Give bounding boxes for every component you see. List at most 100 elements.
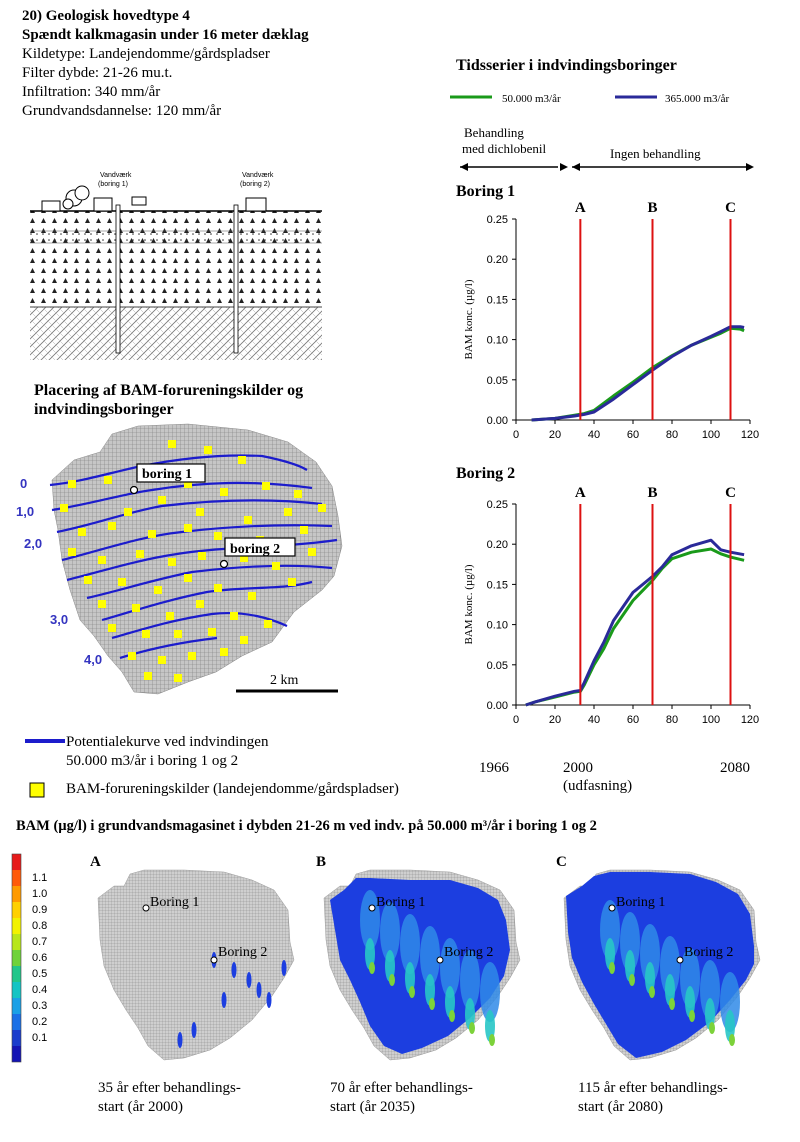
y-tick-label: 0.05 bbox=[487, 375, 508, 387]
year-phaseout: (udfasning) bbox=[563, 778, 633, 794]
plume-speck bbox=[191, 1022, 197, 1038]
bam-source-20 bbox=[214, 532, 222, 540]
boring-2-label: Boring 2 bbox=[444, 945, 493, 960]
x-tick-label: 60 bbox=[627, 429, 639, 441]
boring-2-label: boring 2 bbox=[230, 542, 280, 557]
bam-source-22 bbox=[300, 526, 308, 534]
colorbar-swatch bbox=[12, 902, 21, 918]
colorbar-swatch bbox=[12, 918, 21, 934]
legend-series-1: 50.000 m3/år bbox=[502, 93, 561, 105]
panel-c-caption-1: 115 år efter behandlings- bbox=[578, 1080, 728, 1096]
y-tick-label: 0.10 bbox=[487, 335, 508, 347]
bam-source-32 bbox=[118, 578, 126, 586]
boring-2-marker bbox=[436, 956, 444, 964]
panel-b-caption-1: 70 år efter behandlings- bbox=[330, 1080, 473, 1096]
plume-core bbox=[365, 938, 375, 970]
bam-source-50 bbox=[158, 656, 166, 664]
boring-1-marker bbox=[142, 904, 150, 912]
year-2080: 2080 bbox=[720, 760, 750, 776]
y-axis-label: BAM konc. (µg/l) bbox=[463, 279, 475, 359]
colorbar-tick: 0.8 bbox=[32, 920, 47, 932]
bam-source-2 bbox=[238, 456, 246, 464]
y-tick-label: 0.00 bbox=[487, 700, 508, 712]
bam-source-29 bbox=[272, 562, 280, 570]
plume-core bbox=[645, 962, 655, 994]
bam-source-23 bbox=[68, 548, 76, 556]
timeseries-legend: 50.000 m3/år 365.000 m3/år Behandling me… bbox=[450, 93, 754, 171]
bam-source-8 bbox=[294, 490, 302, 498]
plume-hotspot bbox=[369, 962, 375, 974]
bam-source-53 bbox=[144, 672, 152, 680]
bam-source-46 bbox=[174, 630, 182, 638]
plume-speck bbox=[266, 992, 272, 1008]
bam-source-11 bbox=[158, 496, 166, 504]
plume-band bbox=[640, 924, 660, 984]
colorbar-tick: 0.9 bbox=[32, 904, 47, 916]
plume-core bbox=[665, 974, 675, 1006]
boring-1-label: Boring 1 bbox=[150, 895, 199, 910]
bam-source-42 bbox=[230, 612, 238, 620]
bam-source-5 bbox=[184, 480, 192, 488]
boring-1-label: boring 1 bbox=[142, 467, 192, 482]
legend-line-label-1: Potentialekurve ved indvindingen bbox=[66, 734, 269, 750]
bam-source-40 bbox=[166, 612, 174, 620]
contour-label-2: 2,0 bbox=[24, 536, 42, 551]
series-line-1 bbox=[531, 325, 745, 422]
panel-b-caption-2: start (år 2035) bbox=[330, 1099, 415, 1115]
plume-band bbox=[480, 962, 500, 1022]
colorbar-swatch bbox=[12, 870, 21, 886]
bam-source-49 bbox=[128, 652, 136, 660]
treatment-label-1: Behandling bbox=[464, 125, 524, 140]
plume-hotspot bbox=[629, 974, 635, 986]
colorbar-tick: 1.1 bbox=[32, 872, 47, 884]
bam-source-19 bbox=[184, 524, 192, 532]
boring-1-label: Boring 1 bbox=[376, 895, 425, 910]
plume-band bbox=[720, 972, 740, 1032]
plume-speck bbox=[231, 962, 237, 978]
plume-core bbox=[465, 998, 475, 1030]
legend-symbols bbox=[25, 739, 65, 798]
y-tick-label: 0.15 bbox=[487, 294, 508, 306]
subtitle: Spændt kalkmagasin under 16 meter dæklag bbox=[22, 27, 309, 43]
filter-depth: Filter dybde: 21-26 mu.t. bbox=[22, 65, 173, 81]
x-tick-label: 0 bbox=[513, 714, 519, 726]
marker-label-B: B bbox=[647, 200, 657, 216]
plume-hotspot bbox=[429, 998, 435, 1010]
x-tick-label: 120 bbox=[741, 714, 759, 726]
bam-source-41 bbox=[196, 600, 204, 608]
bam-source-25 bbox=[136, 550, 144, 558]
panel-c-caption-2: start (år 2080) bbox=[578, 1099, 663, 1115]
colorbar-swatch bbox=[12, 982, 21, 998]
plume-speck bbox=[256, 982, 262, 998]
bam-source-15 bbox=[318, 504, 326, 512]
plume-hotspot bbox=[729, 1034, 735, 1046]
plume-band bbox=[380, 902, 400, 962]
x-tick-label: 20 bbox=[549, 714, 561, 726]
waterworks-2-label: Vandværk bbox=[242, 172, 274, 179]
plume-speck bbox=[281, 960, 287, 976]
y-tick-label: 0.00 bbox=[487, 415, 508, 427]
plume-hotspot bbox=[449, 1010, 455, 1022]
x-tick-label: 80 bbox=[666, 429, 678, 441]
geology-cross-section: Vandværk (boring 1) Vandværk (boring 2) bbox=[30, 172, 322, 360]
boring-2-marker bbox=[210, 956, 218, 964]
plume-hotspot bbox=[709, 1022, 715, 1034]
y-tick-label: 0.15 bbox=[487, 579, 508, 591]
colorbar-tick: 0.1 bbox=[32, 1032, 47, 1044]
bam-source-33 bbox=[154, 586, 162, 594]
bam-source-31 bbox=[84, 576, 92, 584]
waterworks-1-sublabel: (boring 1) bbox=[98, 181, 128, 188]
y-tick-label: 0.10 bbox=[487, 620, 508, 632]
bam-source-52 bbox=[220, 648, 228, 656]
marker-label-A: A bbox=[575, 485, 586, 501]
infiltration: Infiltration: 340 mm/år bbox=[22, 84, 161, 100]
map-title-line2: indvindingsboringer bbox=[34, 401, 174, 418]
boring-1-label: Boring 1 bbox=[616, 895, 665, 910]
y-tick-label: 0.20 bbox=[487, 254, 508, 266]
plume-hotspot bbox=[489, 1034, 495, 1046]
bam-source-47 bbox=[208, 628, 216, 636]
treatment-label-2: med dichlobenil bbox=[462, 141, 547, 156]
panel-a-map: A Boring 1 Boring 2 bbox=[90, 854, 295, 1061]
plume-core bbox=[605, 938, 615, 970]
bam-source-6 bbox=[220, 488, 228, 496]
